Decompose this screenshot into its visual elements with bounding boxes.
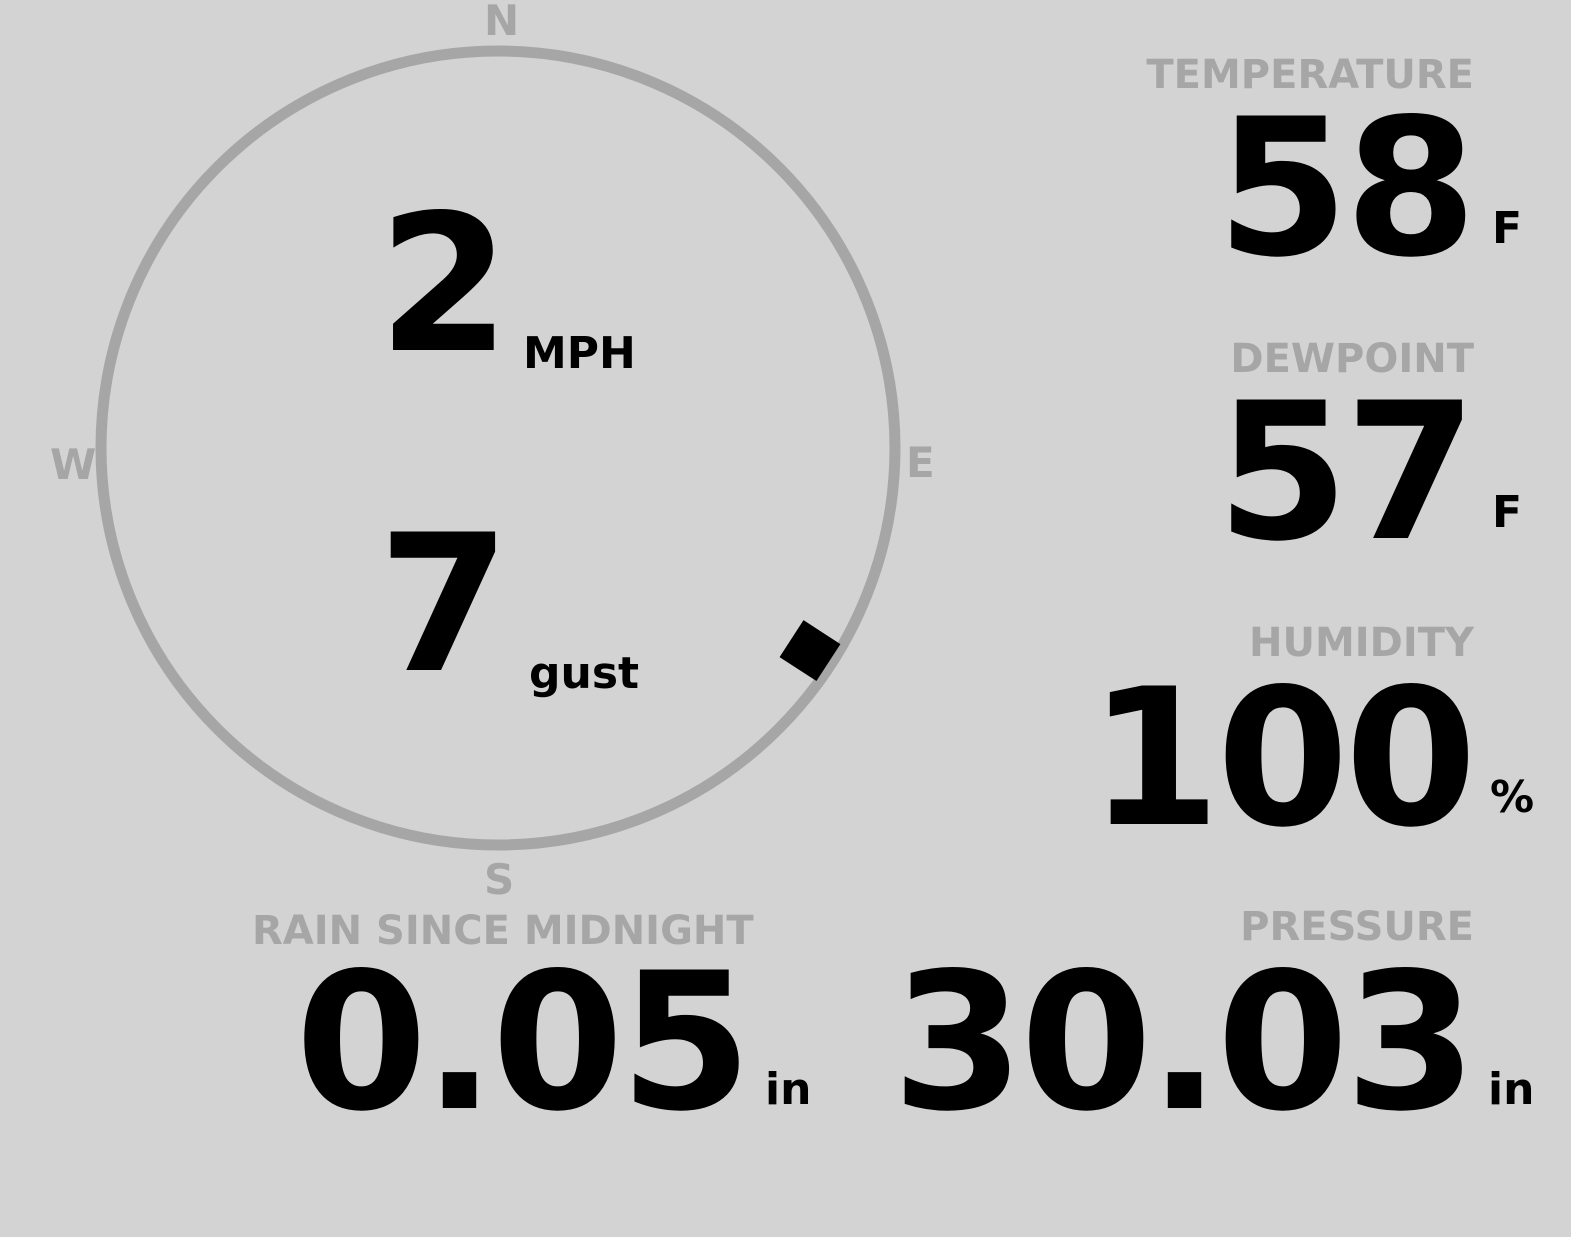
wind-gust-value: 7 [378, 494, 510, 715]
temperature-unit: F [1492, 203, 1523, 254]
rain-unit: in [765, 1064, 812, 1115]
compass-west: W [50, 440, 97, 489]
temperature-label: TEMPERATURE [1146, 52, 1474, 98]
humidity-value: 100 [1088, 648, 1477, 869]
wind-direction-indicator [779, 620, 841, 682]
temperature-value: 58 [1216, 78, 1477, 299]
compass-south: S [484, 855, 515, 904]
wind-speed-value: 2 [378, 174, 510, 395]
compass-ring [95, 45, 901, 851]
pressure-unit: in [1488, 1064, 1535, 1115]
rain-label: RAIN SINCE MIDNIGHT [252, 908, 754, 954]
pressure-label: PRESSURE [1240, 904, 1474, 950]
pressure-value: 30.03 [892, 932, 1477, 1153]
wind-speed-unit: MPH [523, 328, 636, 379]
compass-north: N [484, 0, 520, 45]
humidity-label: HUMIDITY [1249, 620, 1474, 666]
humidity-unit: % [1490, 772, 1535, 823]
dewpoint-value: 57 [1216, 362, 1477, 583]
compass-east: E [906, 438, 935, 487]
dewpoint-unit: F [1492, 487, 1523, 538]
wind-gust-label: gust [529, 648, 640, 699]
dewpoint-label: DEWPOINT [1230, 336, 1474, 382]
rain-value: 0.05 [295, 932, 752, 1153]
